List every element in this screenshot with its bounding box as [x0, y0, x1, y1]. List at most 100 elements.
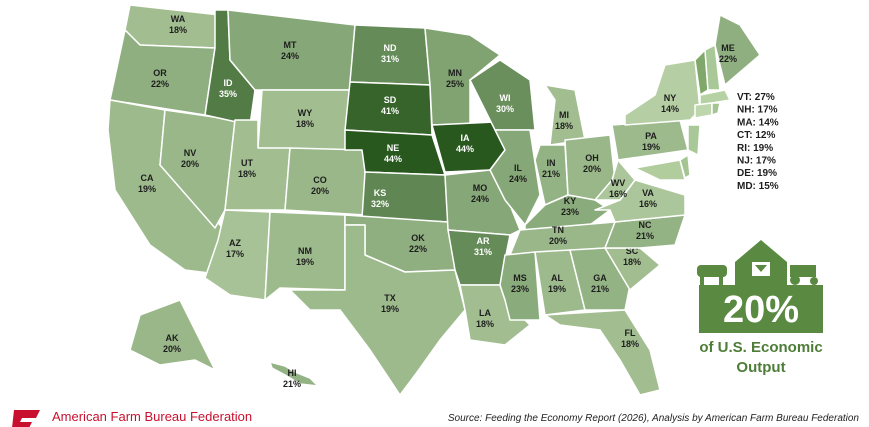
- state-value: 18%: [476, 319, 494, 329]
- state-abbr: MN: [448, 68, 462, 78]
- state-abbr: OH: [585, 153, 599, 163]
- state-abbr: HI: [288, 368, 297, 378]
- state-value: 24%: [509, 174, 527, 184]
- state-value: 19%: [381, 304, 399, 314]
- state-value: 44%: [384, 154, 402, 164]
- state-value: 22%: [719, 54, 737, 64]
- state-abbr: CA: [141, 173, 154, 183]
- state-abbr: FL: [625, 328, 636, 338]
- state-abbr: NV: [184, 148, 197, 158]
- state-abbr: NC: [639, 220, 652, 230]
- callout: 20% of U.S. Economic Output: [697, 240, 823, 376]
- state-abbr: WI: [500, 93, 511, 103]
- state-shape: [544, 309, 661, 396]
- small-states-shapes: [634, 44, 731, 181]
- small-state-entry: MA: 14%: [737, 117, 779, 128]
- state-abbr: MT: [284, 40, 297, 50]
- state-abbr: GA: [593, 273, 607, 283]
- state-value: 23%: [561, 207, 579, 217]
- state-value: 20%: [311, 186, 329, 196]
- state-value: 22%: [151, 79, 169, 89]
- state-value: 19%: [642, 142, 660, 152]
- state-value: 32%: [371, 199, 389, 209]
- state-shape: [624, 59, 701, 126]
- state-value: 18%: [238, 169, 256, 179]
- small-state-entry: MD: 15%: [737, 181, 779, 192]
- state-abbr: AL: [551, 273, 563, 283]
- state-abbr: KS: [374, 188, 387, 198]
- state-shape: [424, 27, 501, 126]
- state-abbr: NM: [298, 246, 312, 256]
- state-abbr: TN: [552, 225, 564, 235]
- state-shape: [714, 14, 761, 86]
- state-value: 19%: [296, 257, 314, 267]
- small-state-entry: NH: 17%: [737, 105, 778, 116]
- state-abbr: MO: [473, 183, 488, 193]
- small-state-entry: NJ: 17%: [737, 156, 776, 167]
- state-abbr: OR: [153, 68, 167, 78]
- state-value: 20%: [583, 164, 601, 174]
- state-shape: [469, 59, 536, 131]
- state-value: 41%: [381, 106, 399, 116]
- small-state-entry: RI: 19%: [737, 143, 773, 154]
- state-value: 31%: [474, 247, 492, 257]
- states: WA18%OR22%CA19%NV20%ID35%MT24%WY18%UT18%…: [107, 4, 761, 396]
- state-value: 18%: [169, 25, 187, 35]
- state-value: 22%: [409, 244, 427, 254]
- state-shape: [227, 9, 356, 91]
- state-value: 30%: [496, 104, 514, 114]
- state-value: 31%: [381, 54, 399, 64]
- state-abbr: IL: [514, 163, 523, 173]
- small-state-entry: VT: 27%: [737, 92, 775, 103]
- state-abbr: AK: [166, 333, 179, 343]
- state-value: 24%: [471, 194, 489, 204]
- state-shape: [489, 129, 541, 226]
- state-value: 24%: [281, 51, 299, 61]
- state-shape: [264, 211, 346, 301]
- state-abbr: WY: [298, 108, 313, 118]
- state-value: 18%: [555, 121, 573, 131]
- state-value: 19%: [548, 284, 566, 294]
- state-abbr: TX: [384, 293, 396, 303]
- state-abbr: CO: [313, 175, 327, 185]
- state-value: 21%: [636, 231, 654, 241]
- state-abbr: LA: [479, 308, 491, 318]
- state-shape: [129, 299, 216, 371]
- state-value: 18%: [296, 119, 314, 129]
- state-value: 20%: [163, 344, 181, 354]
- organization: American Farm Bureau Federation: [52, 409, 252, 424]
- state-abbr: ND: [384, 43, 397, 53]
- state-value: 14%: [661, 104, 679, 114]
- state-abbr: MS: [513, 273, 527, 283]
- state-abbr: AR: [477, 236, 490, 246]
- state-value: 21%: [283, 379, 301, 389]
- small-state-entry: CT: 12%: [737, 130, 775, 141]
- state-abbr: PA: [645, 131, 657, 141]
- state-value: 18%: [621, 339, 639, 349]
- state-abbr: NE: [387, 143, 400, 153]
- state-abbr: OK: [411, 233, 425, 243]
- state-abbr: IA: [461, 133, 471, 143]
- state-value: 21%: [542, 169, 560, 179]
- state-value: 18%: [623, 257, 641, 267]
- state-shape: [289, 224, 466, 396]
- state-value: 20%: [181, 159, 199, 169]
- state-abbr: WA: [171, 14, 186, 24]
- state-value: 20%: [549, 236, 567, 246]
- state-abbr: SD: [384, 95, 397, 105]
- state-abbr: AZ: [229, 238, 241, 248]
- small-state-entry: DE: 19%: [737, 168, 777, 179]
- state-abbr: ME: [721, 43, 735, 53]
- state-shape: [604, 214, 686, 249]
- state-abbr: IN: [547, 158, 556, 168]
- state-value: 16%: [639, 199, 657, 209]
- state-abbr: WV: [611, 178, 626, 188]
- state-value: 44%: [456, 144, 474, 154]
- state-shape: [594, 159, 636, 201]
- callout-caption: Output: [736, 359, 785, 376]
- callout-value: 20%: [723, 289, 799, 331]
- state-value: 23%: [511, 284, 529, 294]
- callout-caption: of U.S. Economic: [699, 339, 822, 356]
- logo: [12, 410, 40, 427]
